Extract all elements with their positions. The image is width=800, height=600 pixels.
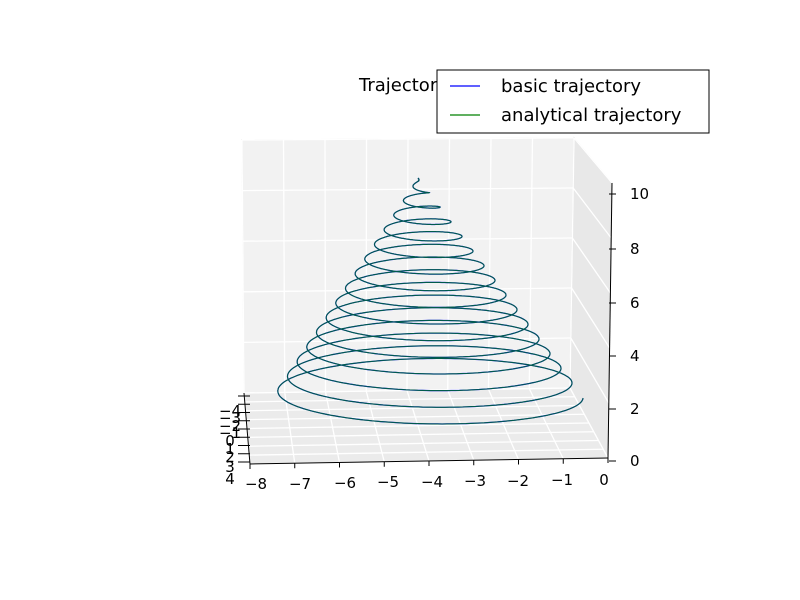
floor-width-gridline [243,387,571,394]
z-tick-label: 0 [630,452,640,470]
back-vertical-gridline [569,137,575,389]
back-horizontal-gridline [242,187,574,192]
floor-width-gridline [244,396,575,403]
z-tick-label: 4 [630,347,640,365]
series-line-analytical [277,177,584,425]
y-tick-label: −2 [219,417,241,435]
y-tick-label: 1 [225,440,235,458]
x-tick-label: −6 [334,474,356,492]
floor-width-gridline [246,413,585,421]
side-horizontal-gridline [571,237,611,294]
back-vertical-gridline [241,139,245,394]
back-vertical-gridline [282,139,286,393]
legend-box [436,69,710,134]
side-horizontal-gridline [571,287,611,349]
floor-width-gridline [248,439,599,447]
x-tick-label: −7 [289,475,311,493]
floor-width-gridline [249,448,604,456]
z-tick-label: 10 [630,185,649,203]
series-layer [277,177,584,425]
y-tick-label: 3 [225,458,235,476]
x-axis-ticks: −8 −7 −6 −5 −4 −3 −2 −1 0 [245,458,609,493]
x-tick-label: 0 [599,471,609,489]
floor-width-gridline [245,404,580,412]
floor-width-gridline [246,422,590,430]
y-tick-label: 2 [225,448,235,466]
back-horizontal-gridline [241,137,575,141]
back-vertical-gridline [324,139,327,392]
x-tick-label: −5 [377,473,399,491]
x-tick-label: −2 [507,472,529,490]
y-tick-label: 0 [225,432,235,450]
floor-width-gridline [247,431,594,439]
side-horizontal-gridline [570,337,610,404]
x-tick-label: −3 [464,472,486,490]
side-horizontal-gridline [573,137,613,184]
x-tick-label: −4 [421,473,443,491]
y-tick-label: −4 [219,402,241,420]
chart-title: Trajectory [358,75,448,96]
z-tick-label: 6 [630,294,640,312]
z-tick-label: 2 [630,400,640,418]
back-vertical-gridline [447,138,451,390]
z-axis-ticks: 0 2 4 6 8 10 [609,185,649,470]
x-tick-label: −1 [551,471,573,489]
y-tick-label: −3 [219,409,241,427]
x-tick-label: −8 [245,475,267,493]
legend: basic trajectory analytical trajectory [436,69,710,134]
z-axis-line [607,182,613,459]
legend-label-analytical: analytical trajectory [501,105,682,126]
y-tick-label: −1 [219,424,241,442]
back-vertical-gridline [406,138,409,391]
y-tick-label: 4 [225,470,235,488]
legend-label-basic: basic trajectory [501,76,641,97]
side-horizontal-gridline [572,187,612,239]
z-tick-label: 8 [630,240,640,258]
